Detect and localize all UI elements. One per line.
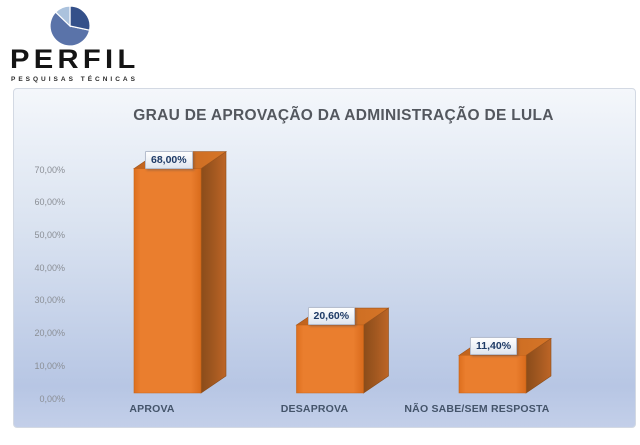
plot-area [133,151,552,394]
pie-slice-medium [49,11,91,47]
y-tick-label: 20,00% [34,328,65,339]
y-tick-label: 70,00% [34,164,65,175]
y-tick-label: 0,00% [39,393,65,404]
y-tick-label: 60,00% [34,197,65,208]
y-tick-label: 30,00% [34,295,65,306]
y-tick-label: 10,00% [34,360,65,371]
value-label: 68,00% [145,150,193,169]
pie-slice-light [54,5,71,28]
category-label: APROVA [129,403,175,415]
logo-tagline-text: PESQUISAS TÉCNICAS [11,76,138,83]
approval-chart: GRAU DE APROVAÇÃO DA ADMINISTRAÇÃO DE LU… [13,88,636,428]
pie-chart-logo-icon [49,5,91,47]
logo-brand-text: PERFIL [10,44,140,74]
y-tick-label: 50,00% [34,230,65,240]
perfil-logo: PERFIL PESQUISAS TÉCNICAS [0,0,220,88]
bar-aprova [133,151,227,394]
chart-title: GRAU DE APROVAÇÃO DA ADMINISTRAÇÃO DE LU… [133,107,554,124]
value-label: 11,40% [470,337,518,356]
category-label: NÃO SABE/SEM RESPOSTA [404,403,550,415]
value-label: 20,60% [307,307,356,326]
category-label: DESAPROVA [280,403,349,415]
y-tick-label: 40,00% [34,262,65,273]
pie-slice-dark [69,5,91,31]
